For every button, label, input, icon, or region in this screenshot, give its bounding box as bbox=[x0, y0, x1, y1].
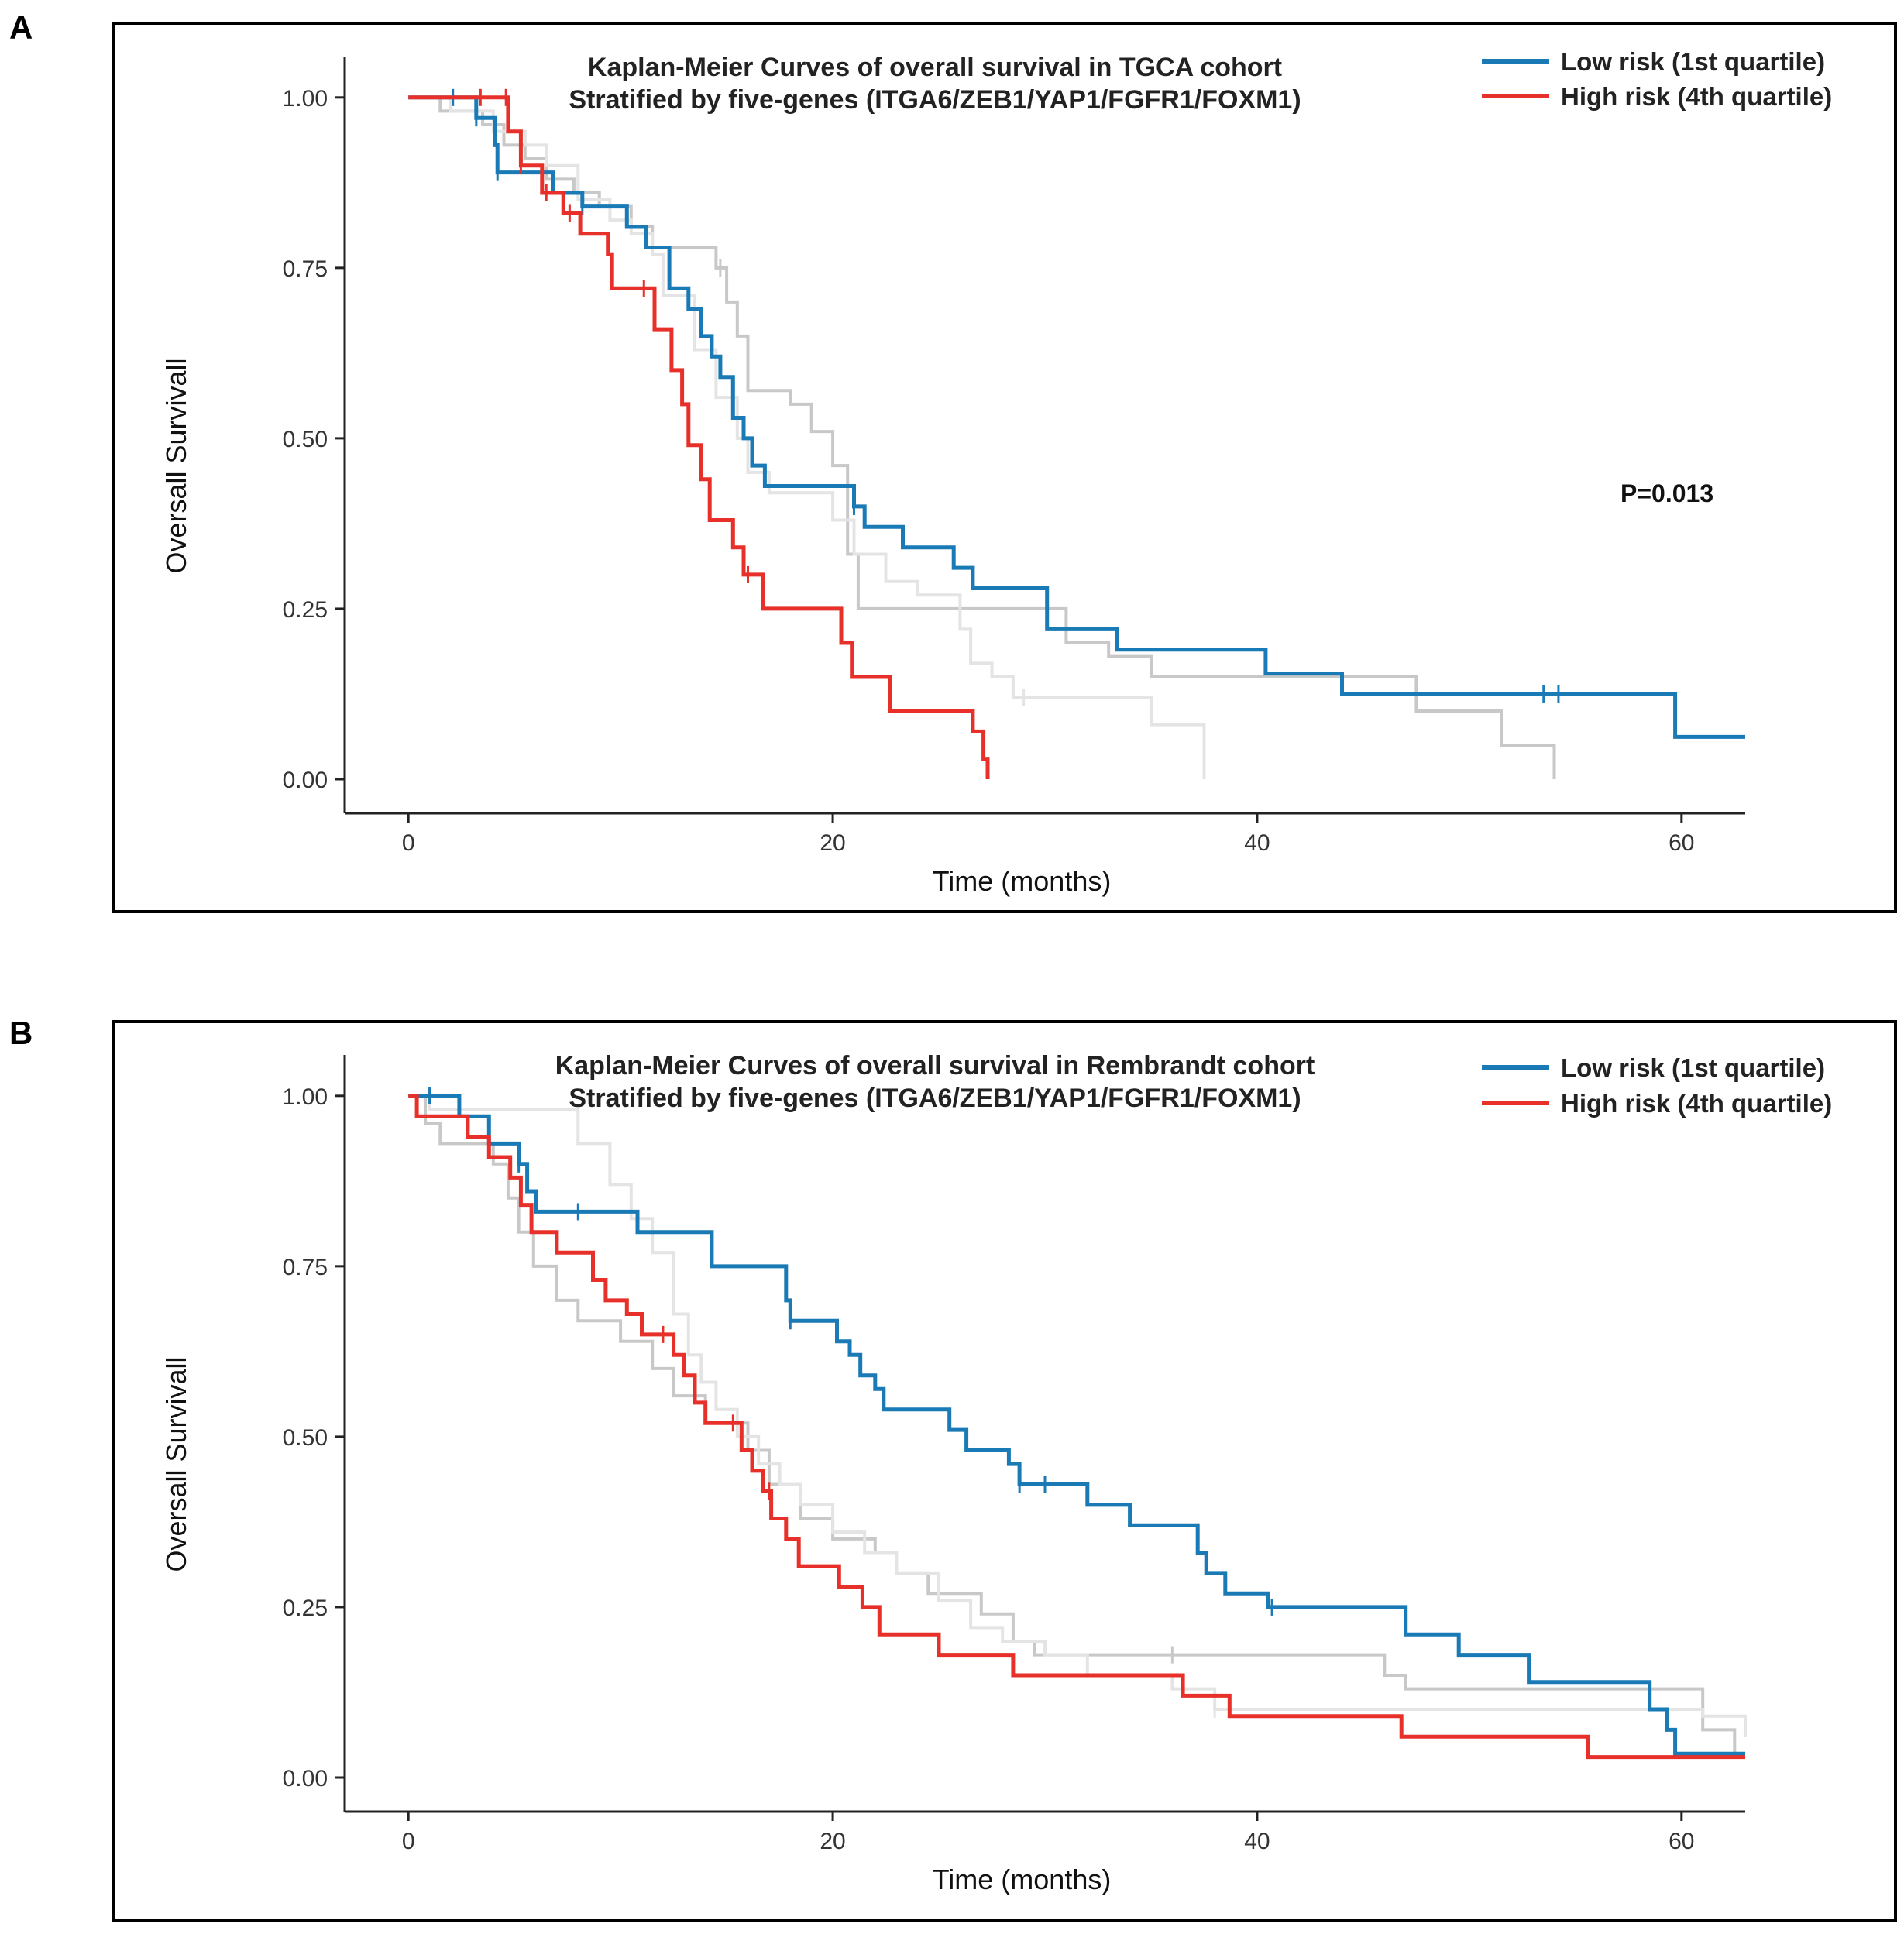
x-tick-label: 0 bbox=[402, 830, 415, 856]
km-curve-high-risk-4th-quartile bbox=[408, 1094, 1745, 1760]
p-value: P=0.013 bbox=[1620, 479, 1713, 507]
chart-title-line1: Kaplan-Meier Curves of overall survival … bbox=[555, 1051, 1315, 1080]
y-tick-label: 1.00 bbox=[283, 86, 328, 112]
x-tick-label: 60 bbox=[1669, 1829, 1694, 1854]
km-curve-low-risk-1st-quartile bbox=[408, 95, 1745, 739]
km-curve-q2 bbox=[408, 95, 1556, 779]
y-tick-label: 0.00 bbox=[283, 768, 328, 793]
y-tick-label: 0.50 bbox=[283, 427, 328, 452]
km-curve-low-risk-1st-quartile bbox=[408, 1094, 1745, 1756]
x-axis-label: Time (months) bbox=[933, 1864, 1112, 1895]
y-tick-label: 0.75 bbox=[283, 256, 328, 282]
legend-label-high-risk: High risk (4th quartile) bbox=[1561, 82, 1832, 111]
x-tick-label: 60 bbox=[1669, 830, 1694, 856]
legend-label-low-risk: Low risk (1st quartile) bbox=[1561, 47, 1825, 76]
y-axis-label: Oversall Survivall bbox=[160, 358, 192, 573]
y-axis-label: Oversall Survivall bbox=[160, 1356, 192, 1572]
legend-label-low-risk: Low risk (1st quartile) bbox=[1561, 1053, 1825, 1082]
chart-title-line1: Kaplan-Meier Curves of overall survival … bbox=[588, 53, 1282, 82]
km-chart-rembrandt: 0.00 0.25 0.50 0.75 1.00 0 20 40 60 Time (months)… bbox=[112, 1020, 1897, 1922]
x-tick-label: 0 bbox=[402, 1829, 415, 1854]
y-tick-label: 0.75 bbox=[283, 1255, 328, 1280]
x-tick-label: 40 bbox=[1244, 1829, 1270, 1854]
km-curve-q2 bbox=[408, 1094, 1737, 1757]
legend-label-high-risk: High risk (4th quartile) bbox=[1561, 1089, 1832, 1118]
panel-label-b: B bbox=[9, 1015, 33, 1051]
x-axis-label: Time (months) bbox=[933, 865, 1112, 897]
chart-title-line2: Stratified by five-genes (ITGA6/ZEB1/YAP… bbox=[569, 85, 1301, 115]
y-tick-label: 0.00 bbox=[283, 1766, 328, 1792]
panel-frame bbox=[112, 1020, 1897, 1922]
x-tick-label: 40 bbox=[1244, 830, 1270, 856]
y-tick-label: 1.00 bbox=[283, 1084, 328, 1110]
y-tick-label: 0.25 bbox=[283, 1596, 328, 1621]
km-chart-tcga: 0.00 0.25 0.50 0.75 1.00 0 20 40 60 Time (months)… bbox=[112, 22, 1897, 913]
km-curve-q3 bbox=[408, 95, 1206, 779]
km-curve-high-risk-4th-quartile bbox=[408, 95, 990, 779]
x-tick-label: 20 bbox=[820, 1829, 845, 1854]
km-curve-q3 bbox=[408, 1094, 1747, 1737]
chart-title-line2: Stratified by five-genes (ITGA6/ZEB1/YAP… bbox=[569, 1084, 1301, 1113]
panel-frame bbox=[112, 22, 1897, 913]
panel-label-a: A bbox=[9, 9, 33, 46]
x-tick-label: 20 bbox=[820, 830, 845, 856]
y-tick-label: 0.50 bbox=[283, 1425, 328, 1451]
y-tick-label: 0.25 bbox=[283, 597, 328, 623]
